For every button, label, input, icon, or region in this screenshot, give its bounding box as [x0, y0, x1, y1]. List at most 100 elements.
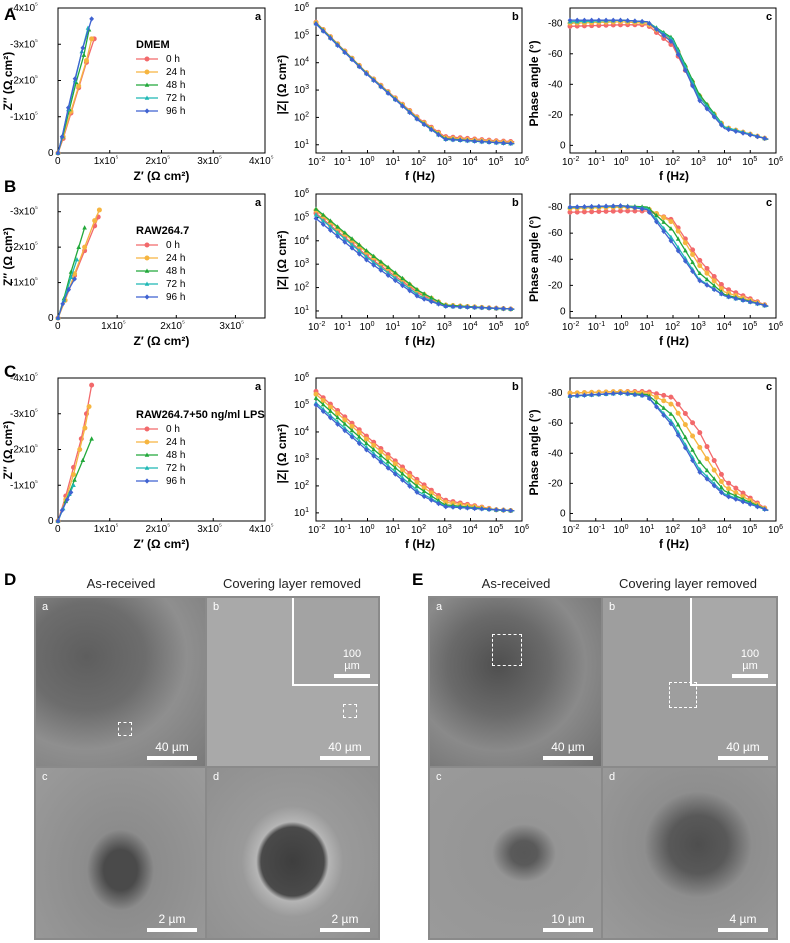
data-point	[589, 203, 595, 210]
data-point	[364, 248, 369, 253]
data-point	[683, 248, 688, 253]
y-axis-label: |Z| (Ω cm²)	[275, 55, 289, 115]
data-point	[313, 395, 319, 400]
series-96h	[55, 489, 74, 524]
data-point	[639, 206, 645, 212]
series-line	[315, 21, 515, 143]
data-point	[668, 238, 674, 244]
data-point	[661, 412, 667, 418]
data-point	[610, 203, 616, 209]
series-0h	[567, 22, 769, 141]
data-point	[144, 242, 150, 248]
data-point	[704, 444, 710, 450]
y-tick-label: 101	[294, 139, 309, 151]
y-tick-label: -60	[548, 49, 563, 60]
data-point	[77, 447, 83, 452]
y-tick-label: 104	[294, 235, 309, 247]
data-point	[457, 304, 463, 310]
y-tick-label: 102	[294, 480, 309, 492]
row-label-B: B	[4, 177, 16, 196]
data-point	[675, 432, 681, 438]
zoom-box	[343, 704, 357, 718]
x-tick-label: 105	[488, 321, 503, 333]
series-line	[315, 393, 515, 512]
data-point	[603, 17, 609, 23]
data-point	[646, 20, 652, 27]
data-point	[733, 128, 739, 134]
x-tick-label: 104	[463, 524, 478, 536]
data-point	[603, 203, 609, 209]
data-point	[668, 411, 674, 416]
scale-bar: 10 µm	[543, 912, 593, 932]
y-tick-label: 104	[294, 57, 309, 69]
data-point	[371, 442, 377, 448]
panel-letter: c	[766, 11, 772, 23]
data-point	[596, 209, 602, 215]
data-point	[733, 496, 739, 502]
data-point	[349, 56, 355, 63]
plot-frame	[315, 193, 523, 319]
data-point	[66, 287, 72, 293]
data-point	[486, 139, 492, 145]
x-tick-label: 106	[514, 524, 529, 536]
y-tick-label: -40	[548, 79, 563, 90]
data-point	[356, 434, 362, 439]
data-point	[349, 236, 355, 241]
legend-label: 48 h	[166, 266, 185, 277]
y-axis-label: Phase angle (°)	[527, 409, 541, 495]
data-point	[711, 286, 717, 293]
data-point	[697, 270, 703, 276]
series-48h	[55, 225, 87, 320]
data-point	[690, 83, 695, 89]
data-point	[320, 212, 326, 217]
data-point	[719, 489, 724, 496]
data-point	[654, 26, 659, 33]
data-point	[349, 242, 355, 247]
panel-letter: b	[512, 381, 519, 393]
y-tick-label: -20	[548, 280, 563, 291]
tile-label: b	[609, 601, 616, 613]
data-point	[726, 294, 732, 300]
data-point	[144, 56, 150, 62]
x-tick-label: 100	[614, 156, 629, 168]
data-point	[668, 38, 674, 44]
data-point	[755, 504, 760, 510]
data-point	[356, 440, 362, 447]
x-tick-label: 1x10⁵	[94, 523, 119, 535]
legend-title: DMEM	[136, 39, 170, 51]
y-tick-label: 106	[294, 2, 309, 14]
data-point	[144, 255, 150, 261]
data-point	[661, 228, 667, 234]
data-point	[385, 272, 391, 279]
data-point	[313, 402, 319, 408]
legend-label: 96 h	[166, 292, 185, 303]
data-point	[661, 405, 667, 410]
data-point	[443, 136, 449, 142]
x-axis-label: f (Hz)	[405, 537, 435, 551]
x-axis-label: f (Hz)	[405, 169, 435, 183]
data-point	[762, 506, 768, 512]
series-72h	[313, 212, 515, 311]
data-point	[335, 233, 341, 239]
data-point	[436, 501, 441, 507]
data-point	[385, 270, 391, 275]
data-point	[661, 392, 667, 398]
series-line	[315, 23, 515, 145]
data-point	[711, 457, 717, 463]
data-point	[400, 275, 405, 281]
tile-label: a	[42, 601, 49, 613]
data-point	[582, 204, 587, 210]
data-point	[356, 64, 362, 70]
x-tick-label: 105	[742, 156, 757, 168]
data-point	[342, 421, 348, 426]
legend-label: 96 h	[166, 476, 185, 487]
data-point	[80, 45, 86, 51]
legend-label: 0 h	[166, 54, 180, 65]
data-point	[465, 304, 470, 310]
series-line	[569, 19, 769, 140]
data-point	[582, 392, 587, 398]
chart-A-2	[313, 7, 523, 154]
y-tick-label: 105	[294, 211, 309, 223]
data-point	[682, 258, 688, 264]
series-0h	[313, 210, 515, 312]
